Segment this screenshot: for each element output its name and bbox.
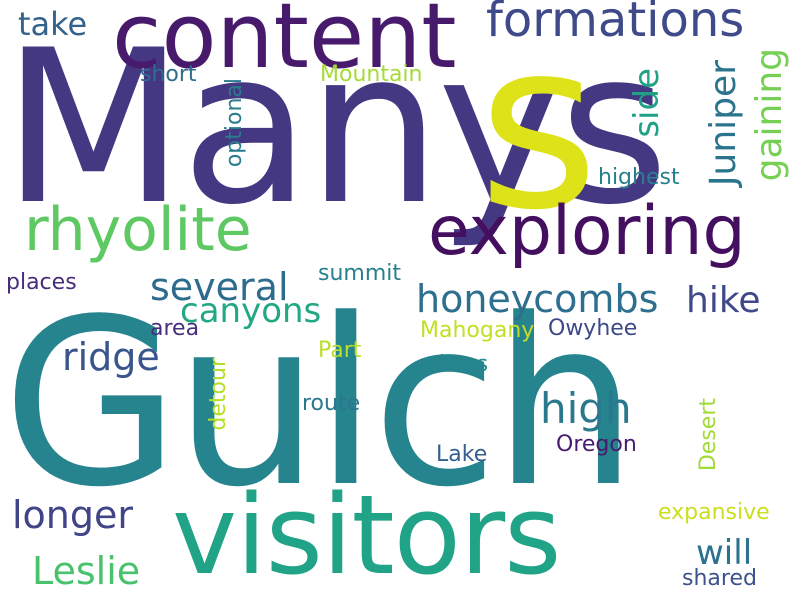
- word-formations: formations: [486, 0, 745, 48]
- word-route: route: [302, 391, 361, 416]
- word-part: Part: [318, 338, 362, 363]
- word-longer: longer: [12, 493, 134, 537]
- word-high: high: [540, 384, 632, 433]
- word-mahogany: Mahogany: [420, 318, 535, 343]
- word-canyons: canyons: [180, 291, 322, 331]
- word-will: will: [696, 533, 753, 573]
- word-ridge: ridge: [62, 335, 160, 379]
- word-rhyolite: rhyolite: [24, 195, 252, 265]
- word-manys: Manys: [2, 4, 669, 251]
- word-several: several: [150, 265, 289, 309]
- word-side: side: [627, 68, 667, 138]
- word-exploring: exploring: [428, 192, 746, 271]
- word-honeycombs: honeycombs: [416, 277, 659, 321]
- word-detour: detour: [206, 358, 231, 431]
- word-places: places: [6, 270, 77, 295]
- word-gulch: Gulch: [2, 271, 638, 538]
- word-views: views: [426, 352, 489, 377]
- word-lake: Lake: [436, 442, 488, 467]
- word-highest: highest: [598, 165, 680, 190]
- word-owyhee: Owyhee: [548, 316, 638, 341]
- word-area: area: [150, 316, 200, 341]
- word-desert: Desert: [696, 398, 721, 472]
- word-summit: summit: [318, 261, 402, 286]
- word-leslie: Leslie: [32, 549, 141, 593]
- word-shared: shared: [682, 566, 757, 591]
- word-juniper: Juniper: [703, 60, 744, 187]
- word-s: s: [478, 0, 599, 261]
- word-short: short: [140, 62, 197, 87]
- word-mountain: Mountain: [320, 62, 423, 87]
- word-hike: hike: [686, 280, 761, 321]
- word-gaining: gaining: [749, 48, 790, 182]
- word-visitors: visitors: [172, 471, 561, 599]
- word-take: take: [18, 5, 88, 43]
- word-content: content: [112, 0, 457, 89]
- word-oregon: Oregon: [556, 432, 637, 457]
- word-expansive: expansive: [658, 500, 770, 525]
- word-optional: optional: [222, 78, 247, 168]
